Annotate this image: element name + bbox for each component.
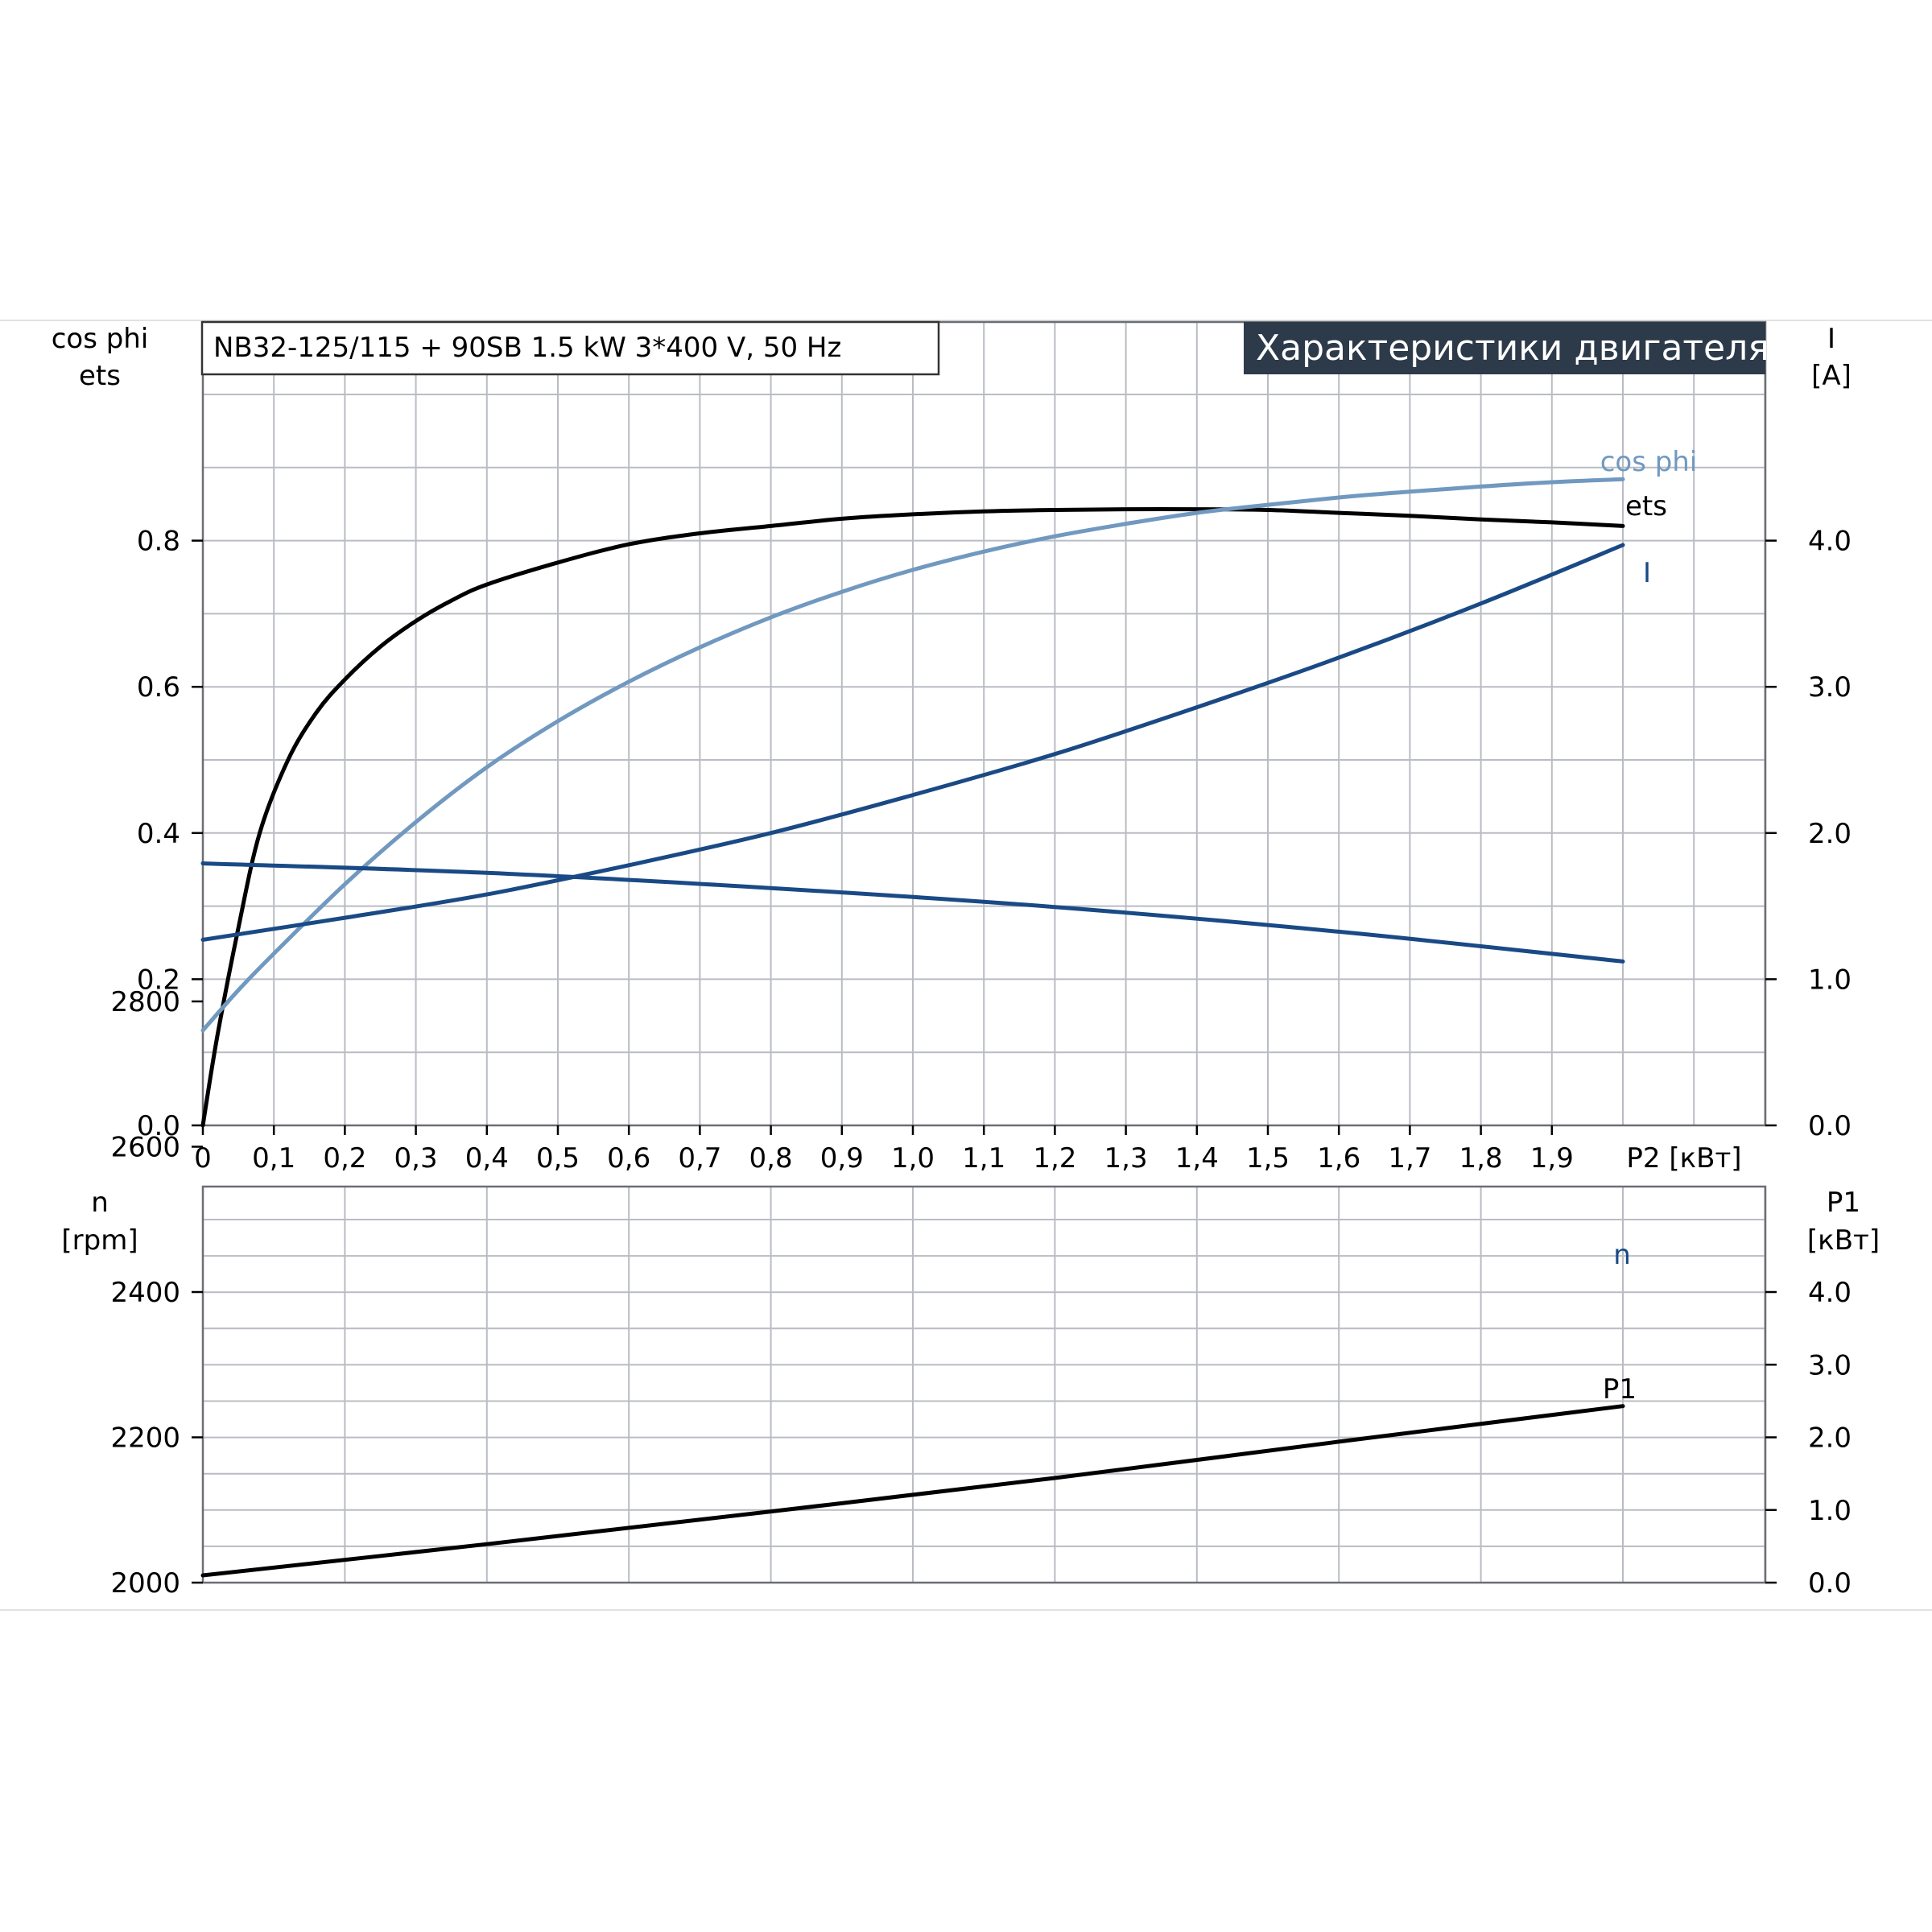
lower-y-right-tick-label: 4.0: [1808, 1277, 1852, 1309]
y-left-tick-label: 0.8: [137, 526, 180, 558]
lower-y-right-tick-label: 2.0: [1808, 1422, 1852, 1455]
lower-y-left-tick-label: 2800: [110, 986, 180, 1018]
right-axis-title-i: I: [1827, 323, 1835, 355]
x-tick-label: 1,8: [1459, 1142, 1503, 1174]
lower-y-left-tick-label: 2400: [110, 1277, 180, 1309]
upper-plot-grid: [201, 320, 1767, 1127]
x-tick-label: 1,6: [1317, 1142, 1360, 1174]
lower-y-left-tick-label: 2000: [110, 1567, 180, 1600]
lower-y-right-tick-label: 3.0: [1808, 1349, 1852, 1381]
y-left-tick-label: 0.0: [137, 1110, 180, 1142]
x-tick-label: 0,5: [536, 1142, 580, 1174]
upper-plot-curves: [200, 477, 1625, 1128]
chart-title: Характеристики двигателя: [1256, 328, 1769, 369]
lower-y-right-tick-label: 1.0: [1808, 1495, 1852, 1527]
x-tick-label: 1,7: [1388, 1142, 1431, 1174]
x-tick-label: 0,6: [607, 1142, 650, 1174]
x-tick-label: 0: [194, 1142, 212, 1174]
model-info-text: NB32-125/115 + 90SB 1.5 kW 3*400 V, 50 H…: [213, 332, 841, 364]
y-right-tick-label: 1.0: [1808, 964, 1852, 996]
lower-plot-frame: [201, 1185, 1767, 1584]
y-right-tick-label: 4.0: [1808, 526, 1852, 558]
y-right-tick-label: 2.0: [1808, 818, 1852, 850]
lower-left-axis-title-unit: [rpm]: [61, 1224, 138, 1257]
series-label-ets: ets: [1625, 490, 1667, 522]
lower-y-left-tick-label: 2600: [110, 1132, 180, 1164]
lower-plot-grid: [201, 1185, 1767, 1584]
series-line-ets: [200, 506, 1625, 1128]
axis-labels: 0 0,1 0,2 0,3 0,4 0,5 0,6 0,7 0,8 0,9 1,0 1,1 1,2 1,3…: [110, 526, 1852, 1600]
x-tick-label: 0,2: [323, 1142, 366, 1174]
y-left-tick-label: 0.4: [137, 818, 180, 850]
x-tick-label: 0,9: [820, 1142, 864, 1174]
x-tick-label: 1,9: [1530, 1142, 1574, 1174]
left-axis-title-ets: ets: [79, 360, 121, 392]
x-axis-title: P2 [кВт]: [1626, 1142, 1741, 1174]
y-right-tick-label: 0.0: [1808, 1110, 1852, 1142]
lower-plot-curves: [200, 861, 1625, 1578]
left-axis-title-cosphi: cos phi: [52, 323, 149, 355]
x-tick-label: 1,2: [1033, 1142, 1076, 1174]
x-tick-label: 1,4: [1175, 1142, 1219, 1174]
y-right-tick-label: 3.0: [1808, 671, 1852, 704]
lower-y-right-tick-label: 0.0: [1808, 1567, 1852, 1600]
series-label-i: I: [1643, 557, 1651, 589]
series-label-p1: P1: [1603, 1373, 1637, 1406]
x-tick-label: 1,3: [1104, 1142, 1148, 1174]
series-label-n: n: [1613, 1239, 1631, 1271]
y-left-tick-label: 0.2: [137, 964, 180, 996]
x-tick-label: 1,0: [891, 1142, 935, 1174]
x-tick-label: 1,5: [1246, 1142, 1290, 1174]
lower-y-left-tick-label: 2200: [110, 1422, 180, 1455]
lower-right-axis-title-unit: [кВт]: [1807, 1224, 1880, 1257]
lower-left-axis-title-n: n: [91, 1187, 109, 1219]
series-label-cosphi: cos phi: [1600, 446, 1698, 478]
lower-right-axis-title-p1: P1: [1827, 1187, 1860, 1219]
model-info-box: [200, 320, 940, 376]
series-line-cos-phi: [200, 477, 1625, 1033]
right-axis-title-unit-a: [A]: [1811, 360, 1852, 392]
series-line-n: [200, 861, 1625, 964]
y-left-tick-label: 0.6: [137, 671, 180, 704]
x-tick-label: 0,1: [252, 1142, 295, 1174]
x-tick-label: 0,8: [749, 1142, 793, 1174]
x-tick-label: 0,7: [678, 1142, 721, 1174]
x-tick-label: 0,3: [394, 1142, 438, 1174]
series-line-i: [200, 543, 1625, 942]
x-tick-label: 0,4: [465, 1142, 509, 1174]
series-line-p1: [200, 1404, 1625, 1578]
title-banner: [1244, 322, 1765, 374]
x-tick-label: 1,1: [962, 1142, 1005, 1174]
